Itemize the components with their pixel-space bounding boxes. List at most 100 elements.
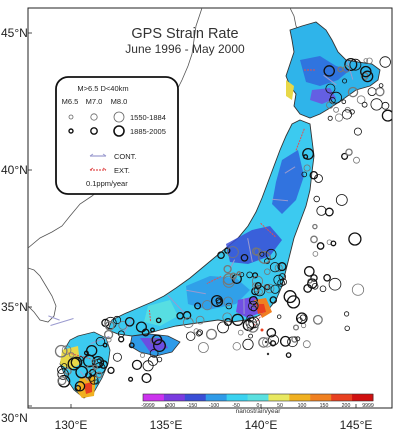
legend-old-mid-circle bbox=[90, 113, 98, 121]
earthquake-circle bbox=[312, 251, 319, 257]
earthquake-circle bbox=[312, 223, 318, 230]
earthquake-circle bbox=[156, 356, 163, 363]
earthquake-circle bbox=[141, 373, 152, 384]
earthquake-circle bbox=[202, 300, 213, 311]
earthquake-circle bbox=[341, 109, 353, 120]
colorbar-swatch bbox=[352, 394, 374, 401]
contraction-arrow bbox=[186, 289, 206, 295]
earthquake-circle bbox=[334, 113, 344, 122]
legend-old-large-circle bbox=[113, 111, 125, 123]
earthquake-circle bbox=[176, 312, 184, 320]
y-tick-45: 45°N bbox=[1, 26, 28, 40]
colorbar-tick-label: -100 bbox=[209, 403, 219, 409]
earthquake-circle bbox=[104, 316, 117, 330]
earthquake-circle bbox=[139, 352, 145, 358]
korea-peninsula bbox=[28, 267, 57, 323]
earthquake-circle bbox=[353, 156, 360, 164]
earthquake-circle bbox=[75, 365, 89, 379]
earthquake-circle bbox=[310, 274, 318, 282]
earthquake-circle bbox=[303, 164, 311, 172]
earthquake-circle bbox=[301, 171, 308, 178]
earthquake-circle bbox=[302, 147, 315, 160]
contraction-arrow bbox=[323, 74, 337, 86]
earthquake-circle bbox=[324, 207, 334, 217]
earthquake-circle bbox=[68, 352, 75, 358]
earthquake-circle bbox=[237, 329, 244, 336]
earthquake-circle bbox=[351, 283, 365, 296]
earthquake-circle bbox=[335, 194, 348, 206]
earthquake-circle bbox=[232, 342, 241, 351]
legend-new-large-circle bbox=[113, 125, 125, 137]
earthquake-circle bbox=[112, 352, 122, 362]
colorbar-swatch bbox=[143, 394, 165, 401]
earthquake-circle bbox=[270, 284, 280, 294]
earthquake-circle bbox=[54, 344, 68, 358]
earthquake-circle bbox=[285, 352, 292, 358]
earthquake-circle bbox=[205, 328, 218, 340]
earthquake-circle bbox=[361, 70, 374, 83]
earthquake-circle bbox=[343, 311, 350, 317]
earthquake-circle bbox=[102, 342, 108, 348]
colorbar-swatch bbox=[310, 394, 332, 401]
earthquake-circle bbox=[266, 327, 277, 338]
map-subtitle: June 1996 - May 2000 bbox=[125, 42, 245, 56]
colorbar-swatch bbox=[205, 394, 228, 401]
earthquake-circle bbox=[240, 253, 249, 262]
earthquake-circle bbox=[251, 247, 261, 256]
earthquake-circle bbox=[337, 66, 344, 73]
earthquake-circle bbox=[104, 320, 115, 331]
earthquake-circle bbox=[330, 240, 337, 247]
extension-arrow bbox=[148, 309, 152, 323]
legend-period-new: 1885-2005 bbox=[130, 127, 166, 136]
extension-arrow bbox=[68, 352, 92, 360]
earthquake-circle bbox=[264, 268, 271, 275]
earthquake-circle bbox=[86, 344, 98, 357]
contraction-arrow bbox=[50, 318, 74, 326]
earthquake-circle bbox=[348, 232, 362, 246]
legend-old-small-circle bbox=[68, 114, 74, 120]
earthquake-circle bbox=[57, 368, 69, 380]
earthquake-circle bbox=[309, 170, 319, 180]
earthquake-circle bbox=[327, 115, 333, 121]
legend-new-small-circle bbox=[68, 128, 74, 134]
earthquake-circle bbox=[57, 376, 67, 386]
colorbar-swatch bbox=[226, 394, 249, 401]
earthquake-circle bbox=[193, 328, 199, 334]
earthquake-circle bbox=[222, 275, 235, 288]
earthquake-circle bbox=[217, 251, 225, 260]
contraction-arrow bbox=[228, 259, 236, 271]
earthquake-circle bbox=[135, 321, 147, 333]
earthquake-circle bbox=[363, 58, 369, 63]
earthquake-circle bbox=[248, 295, 258, 306]
earthquake-circle bbox=[326, 101, 334, 109]
earthquake-circle bbox=[277, 279, 285, 287]
colorbar-swatch bbox=[163, 394, 186, 401]
earthquake-circle bbox=[131, 359, 143, 371]
earthquake-circle bbox=[316, 242, 325, 250]
legend-scale-label: 0.1ppm/year bbox=[86, 179, 128, 188]
earthquake-circle bbox=[57, 365, 66, 374]
extension-arrow bbox=[206, 275, 222, 285]
earthquake-circle bbox=[194, 302, 202, 310]
earthquake-circle bbox=[323, 273, 331, 282]
earthquake-circle bbox=[378, 83, 384, 88]
colorbar: -9999 -200 -150 -100 -50 0 50 100 150 200 9999 nan… bbox=[141, 393, 374, 415]
earthquake-circle bbox=[302, 340, 311, 349]
earthquake-circle bbox=[106, 337, 112, 343]
earthquake-circle bbox=[381, 109, 392, 122]
earthquake-circle bbox=[277, 314, 282, 319]
earthquake-circle bbox=[269, 340, 277, 347]
earthquake-circle bbox=[325, 83, 336, 94]
earthquake-circle bbox=[95, 371, 103, 379]
earthquake-circle bbox=[225, 302, 233, 310]
legend-header: M>6.5 D<40km bbox=[77, 84, 128, 93]
earthquake-circle bbox=[311, 282, 319, 290]
earthquake-circle bbox=[313, 195, 320, 203]
earthquake-circle bbox=[222, 312, 233, 323]
legend-ext-label: EXT. bbox=[114, 166, 130, 175]
earthquake-circle bbox=[103, 329, 114, 340]
contraction-arrow bbox=[79, 370, 89, 382]
earthquake-circle bbox=[195, 315, 205, 325]
earthquake-circle bbox=[248, 333, 254, 339]
earthquake-circle bbox=[96, 358, 102, 364]
